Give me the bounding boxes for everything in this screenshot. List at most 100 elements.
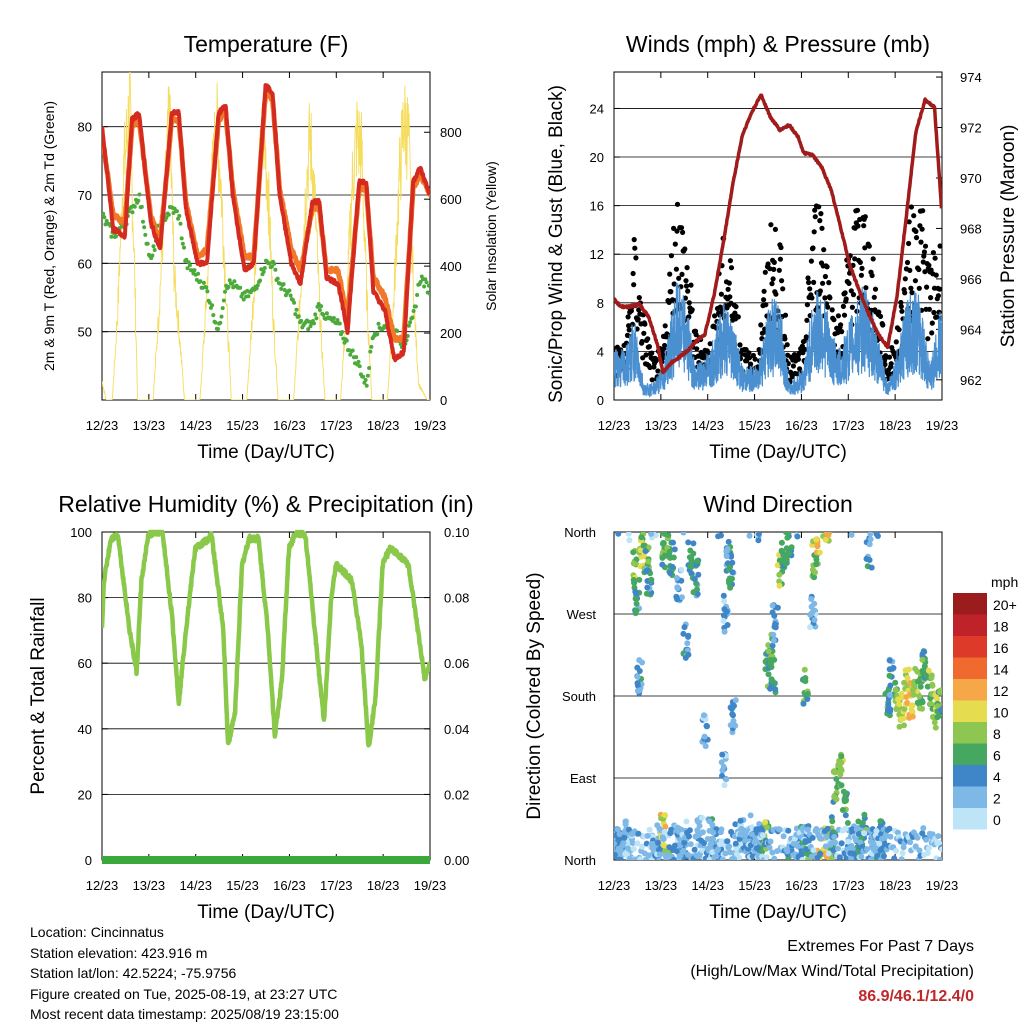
direction-point bbox=[804, 690, 811, 697]
direction-point bbox=[732, 722, 739, 729]
gust-point bbox=[770, 276, 776, 282]
direction-point bbox=[662, 812, 668, 819]
direction-point bbox=[721, 598, 728, 605]
gust-point bbox=[673, 266, 680, 272]
y-tick-label-right: 0.06 bbox=[444, 656, 469, 671]
gust-point bbox=[795, 356, 802, 362]
direction-point bbox=[886, 657, 893, 664]
gust-point bbox=[859, 265, 865, 271]
direction-point bbox=[769, 678, 776, 685]
direction-point bbox=[917, 683, 924, 690]
direction-point bbox=[630, 560, 637, 567]
td-point bbox=[152, 248, 157, 252]
station-info: Location: Cincinnatus Station elevation:… bbox=[30, 922, 339, 1025]
td-point bbox=[426, 283, 430, 288]
gust-point bbox=[771, 259, 777, 265]
td-point bbox=[166, 212, 171, 217]
direction-point bbox=[683, 818, 690, 825]
direction-point bbox=[733, 851, 740, 857]
direction-point bbox=[671, 856, 677, 860]
direction-point bbox=[710, 835, 717, 842]
y-tick-label-right: 0 bbox=[440, 393, 447, 408]
direction-point bbox=[724, 546, 731, 552]
direction-point bbox=[891, 855, 898, 860]
direction-point bbox=[725, 538, 732, 545]
direction-point bbox=[724, 622, 731, 628]
direction-point bbox=[763, 854, 770, 860]
direction-point bbox=[762, 819, 769, 826]
direction-point bbox=[685, 651, 692, 658]
direction-point bbox=[692, 833, 699, 840]
x-tick-label: 12/23 bbox=[86, 418, 119, 433]
td-point bbox=[177, 213, 182, 218]
gust-point bbox=[748, 361, 754, 367]
direction-point bbox=[669, 563, 676, 570]
x-tick-label: 19/23 bbox=[926, 878, 959, 893]
direction-point bbox=[615, 532, 622, 537]
direction-point bbox=[644, 584, 651, 591]
gust-point bbox=[921, 249, 928, 255]
gust-point bbox=[888, 361, 894, 367]
direction-point bbox=[644, 567, 651, 574]
direction-point bbox=[928, 674, 935, 681]
direction-point bbox=[710, 829, 717, 836]
direction-point bbox=[919, 705, 926, 712]
direction-point bbox=[780, 833, 787, 840]
direction-point bbox=[932, 724, 939, 731]
td-point bbox=[363, 378, 368, 382]
direction-point bbox=[671, 546, 678, 553]
direction-point bbox=[822, 843, 829, 850]
direction-point bbox=[838, 840, 845, 847]
gust-point bbox=[916, 266, 922, 273]
direction-point bbox=[849, 826, 855, 833]
direction-point bbox=[641, 553, 648, 560]
direction-point bbox=[687, 841, 694, 848]
td-point bbox=[299, 318, 304, 323]
td-point bbox=[255, 283, 260, 288]
gust-point bbox=[639, 338, 645, 345]
direction-point bbox=[904, 675, 911, 682]
gust-point bbox=[777, 256, 784, 262]
direction-point bbox=[861, 830, 868, 837]
legend-label: 2 bbox=[993, 791, 1001, 807]
direction-point bbox=[681, 624, 688, 631]
direction-point bbox=[898, 690, 905, 697]
direction-point bbox=[861, 811, 868, 818]
td-point bbox=[395, 329, 400, 333]
gust-point bbox=[668, 289, 674, 295]
y-tick-label-right: 0.10 bbox=[444, 525, 469, 540]
gust-point bbox=[866, 243, 872, 249]
td-point bbox=[179, 236, 184, 241]
td-point bbox=[368, 349, 373, 354]
direction-point bbox=[853, 826, 860, 833]
chart-title: Winds (mph) & Pressure (mb) bbox=[626, 31, 930, 57]
direction-point bbox=[701, 733, 708, 740]
direction-point bbox=[643, 590, 650, 597]
direction-point bbox=[929, 714, 936, 720]
direction-point bbox=[866, 541, 873, 548]
direction-point bbox=[867, 536, 874, 543]
td-point bbox=[267, 261, 272, 266]
gust-point bbox=[763, 302, 769, 308]
direction-point bbox=[866, 557, 873, 563]
direction-point bbox=[916, 693, 923, 700]
direction-point bbox=[755, 532, 762, 537]
direction-point bbox=[781, 552, 788, 559]
direction-point bbox=[836, 854, 843, 860]
direction-point bbox=[701, 840, 707, 846]
td-point bbox=[201, 280, 206, 285]
gust-point bbox=[727, 258, 734, 264]
direction-point bbox=[812, 569, 818, 576]
winds-plot-area bbox=[614, 93, 942, 399]
td-point bbox=[324, 311, 329, 316]
gust-point bbox=[649, 350, 655, 356]
direction-point bbox=[839, 807, 846, 813]
direction-point bbox=[901, 722, 907, 729]
direction-point bbox=[852, 837, 859, 844]
td-point bbox=[272, 261, 277, 266]
gust-point bbox=[640, 355, 646, 361]
gust-point bbox=[926, 262, 932, 268]
direction-point bbox=[732, 821, 739, 828]
direction-point bbox=[771, 612, 778, 619]
